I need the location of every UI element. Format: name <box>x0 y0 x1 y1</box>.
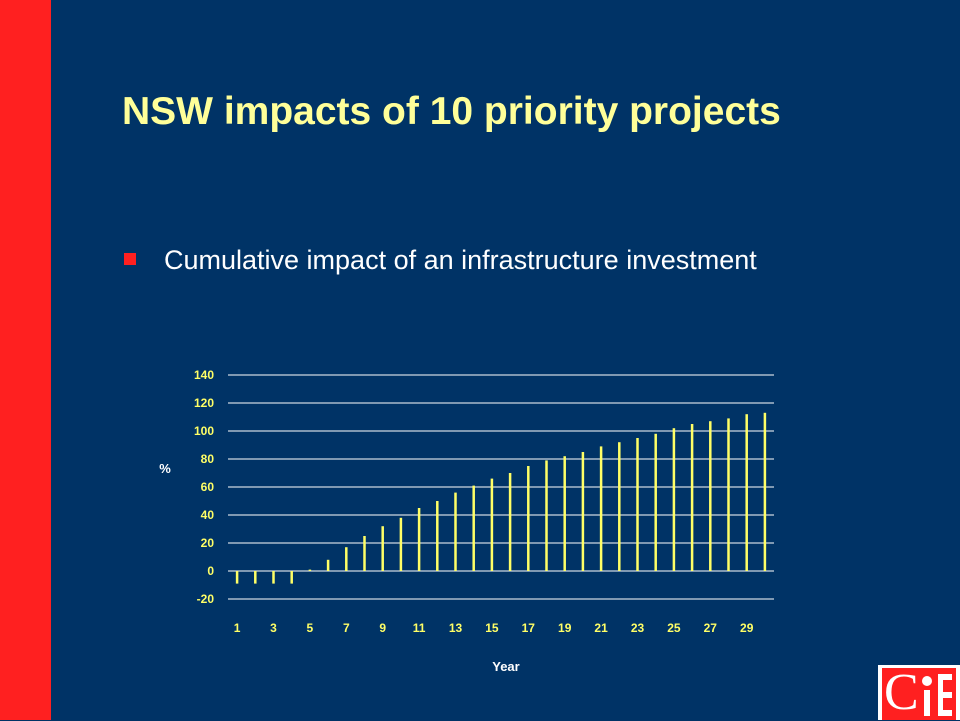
y-axis-label: % <box>159 461 171 476</box>
bar-year-3 <box>272 571 275 584</box>
chart-gridlines <box>228 374 774 600</box>
y-tick-label: 120 <box>194 396 214 410</box>
bar-year-19 <box>563 456 566 571</box>
bar-year-22 <box>618 442 621 571</box>
bar-year-25 <box>672 428 676 571</box>
y-tick-label: -20 <box>197 592 215 606</box>
bar-year-27 <box>709 421 712 571</box>
bar-year-21 <box>599 446 603 571</box>
bullet-text: Cumulative impact of an infrastructure i… <box>164 245 757 275</box>
bar-year-17 <box>527 466 530 571</box>
bar-year-24 <box>654 433 657 571</box>
x-tick-label: 15 <box>485 621 499 635</box>
bar-year-5 <box>308 569 312 571</box>
bar-year-15 <box>490 478 494 571</box>
bar-year-9 <box>381 526 384 571</box>
x-tick-label: 27 <box>704 621 718 635</box>
bar-year-30 <box>763 412 767 571</box>
slide-title: NSW impacts of 10 priority projects <box>122 90 781 133</box>
bar-year-23 <box>636 438 639 571</box>
x-tick-label: 17 <box>522 621 536 635</box>
bar-year-16 <box>508 473 512 571</box>
bar-year-20 <box>581 452 585 571</box>
bar-year-7 <box>345 547 348 571</box>
chart-bars <box>235 412 767 584</box>
bar-year-4 <box>290 571 293 584</box>
x-axis-label: Year <box>492 659 519 674</box>
bar-year-8 <box>363 536 366 571</box>
bar-year-11 <box>417 508 421 571</box>
bar-year-2 <box>254 571 257 584</box>
x-tick-label: 23 <box>631 621 645 635</box>
x-tick-label: 3 <box>270 621 277 635</box>
y-tick-label: 100 <box>194 424 214 438</box>
y-tick-label: 60 <box>201 480 215 494</box>
cie-logo: C <box>878 665 960 720</box>
x-tick-label: 21 <box>594 621 608 635</box>
side-accent-bar <box>0 0 51 720</box>
bar-year-18 <box>545 460 548 571</box>
bar-year-12 <box>436 501 439 571</box>
bar-year-6 <box>326 559 330 571</box>
bar-year-10 <box>399 517 403 571</box>
x-tick-label: 29 <box>740 621 754 635</box>
y-tick-label: 20 <box>201 536 215 550</box>
y-tick-label: 0 <box>207 564 214 578</box>
x-tick-label: 9 <box>379 621 386 635</box>
bar-year-1 <box>235 571 239 584</box>
x-tick-label: 13 <box>449 621 463 635</box>
chart-x-tick-labels: 1 3 5 7 9 11 13 15 17 19 21 23 25 27 29 <box>234 621 754 635</box>
x-tick-label: 19 <box>558 621 572 635</box>
bar-year-26 <box>690 424 694 571</box>
x-tick-label: 5 <box>307 621 314 635</box>
x-tick-label: 7 <box>343 621 350 635</box>
x-tick-label: 1 <box>234 621 241 635</box>
bar-year-29 <box>745 414 748 571</box>
chart-y-tick-labels: 140 120 100 80 60 40 20 0 -20 <box>194 368 214 606</box>
y-tick-label: 80 <box>201 452 215 466</box>
bar-year-28 <box>727 418 730 571</box>
bar-year-14 <box>472 485 475 571</box>
y-tick-label: 140 <box>194 368 214 382</box>
bar-year-13 <box>454 492 457 571</box>
y-tick-label: 40 <box>201 508 215 522</box>
x-tick-label: 25 <box>667 621 681 635</box>
x-tick-label: 11 <box>413 621 426 635</box>
bullet-icon <box>124 253 136 265</box>
